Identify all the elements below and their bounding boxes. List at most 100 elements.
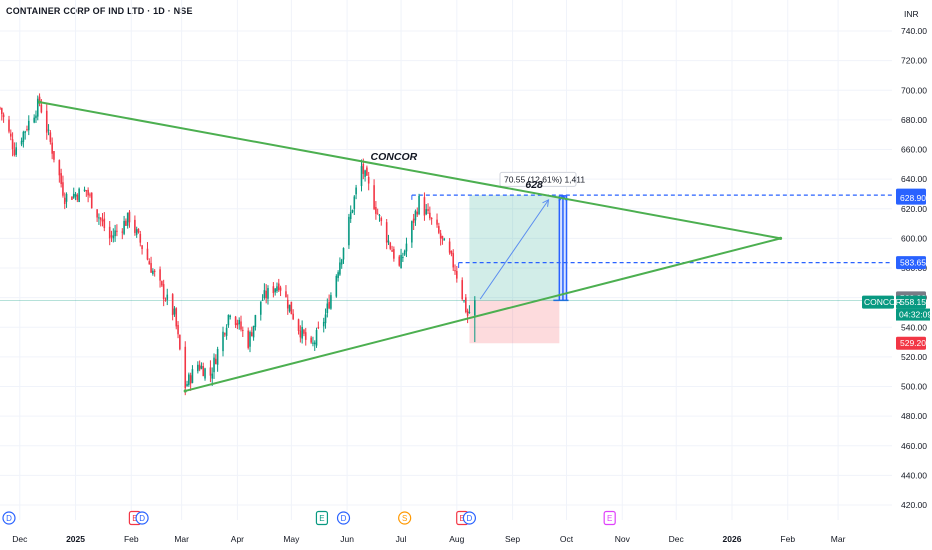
- drawings[interactable]: [37, 100, 783, 393]
- y-tick-label: 520.00: [901, 352, 927, 362]
- y-tick-label: 640.00: [901, 174, 927, 184]
- candle-body: [164, 299, 167, 301]
- event-marker-letter: D: [341, 514, 347, 523]
- candle-body: [153, 270, 156, 272]
- candle-body: [110, 235, 113, 237]
- candle-body: [121, 231, 124, 233]
- candle-body: [211, 373, 214, 379]
- lower-trendline[interactable]: [184, 237, 781, 392]
- candle-body: [288, 304, 291, 312]
- candle-body: [89, 194, 91, 196]
- candle-body: [418, 195, 420, 215]
- candle-body: [24, 131, 26, 133]
- candle-body: [416, 211, 419, 215]
- candle-body: [150, 263, 152, 273]
- candle-body: [227, 314, 230, 326]
- candle-body: [33, 117, 35, 123]
- candle-body: [429, 212, 431, 219]
- candle-body: [49, 132, 52, 142]
- event-marker-d[interactable]: [135, 511, 149, 525]
- y-tick-label: 500.00: [901, 382, 927, 392]
- candle-body: [20, 140, 23, 145]
- event-marker-e[interactable]: [603, 510, 616, 526]
- measure-label-box: [499, 171, 577, 187]
- candle-body: [123, 220, 125, 234]
- x-tick-label: Apr: [231, 534, 244, 544]
- x-tick-label: May: [283, 534, 300, 544]
- candle-body: [152, 270, 154, 274]
- candle-body: [71, 196, 73, 200]
- y-tick-label: 740.00: [901, 26, 927, 36]
- event-marker-e[interactable]: [315, 510, 329, 526]
- candle-body: [454, 270, 456, 272]
- candle-body: [385, 222, 388, 243]
- candle-body: [38, 96, 41, 104]
- candle-body: [317, 327, 320, 329]
- event-marker-s[interactable]: [398, 511, 412, 525]
- candle-body: [367, 176, 370, 184]
- candle-body: [330, 295, 332, 309]
- candle-body: [27, 120, 30, 131]
- candle-body: [324, 314, 327, 324]
- candle-body: [340, 259, 343, 265]
- countdown-badge: [896, 308, 930, 321]
- candle-body: [175, 308, 178, 327]
- candle-body: [159, 269, 161, 281]
- candle-body: [26, 129, 28, 131]
- candle-body: [303, 329, 305, 334]
- y-tick-label: 420.00: [901, 500, 927, 510]
- time-axis[interactable]: Dec 2025 Feb Mar Apr May Jun Jul Aug Sep Oct Nov Dec…: [12, 534, 845, 544]
- candle-body: [173, 308, 176, 315]
- candle-body: [423, 197, 426, 216]
- annotations: CONCOR 628: [371, 151, 544, 191]
- y-tick-label: 600.00: [901, 233, 927, 243]
- upper-trendline[interactable]: [39, 101, 781, 240]
- grid: [0, 0, 892, 520]
- candle-body: [177, 324, 179, 335]
- event-marker-d[interactable]: [2, 511, 16, 525]
- candle-body: [265, 290, 267, 299]
- price-badge: [896, 191, 926, 205]
- candle-body: [378, 214, 381, 216]
- candle-body: [2, 114, 5, 118]
- currency-label: INR: [904, 9, 919, 19]
- price-badge: [896, 256, 926, 270]
- event-marker-letter: D: [139, 514, 145, 523]
- y-tick-label: 720.00: [901, 56, 927, 66]
- candle-body: [436, 219, 438, 225]
- candlesticks: [0, 93, 476, 396]
- y-tick-label: 620.00: [901, 204, 927, 214]
- candle-body: [171, 294, 174, 316]
- candle-body: [47, 129, 50, 131]
- candle-body: [353, 196, 356, 210]
- candle-body: [45, 110, 48, 133]
- candle-body: [364, 170, 366, 177]
- candle-body: [53, 151, 55, 160]
- horizontal-levels[interactable]: [0, 194, 892, 301]
- candle-body: [348, 216, 350, 246]
- candle-body: [267, 288, 269, 299]
- candle-body: [101, 219, 104, 222]
- price-badge-label: 583.65: [900, 258, 926, 268]
- candle-body: [78, 188, 80, 203]
- trendline-anchor: [37, 100, 42, 104]
- candle-body: [0, 107, 1, 109]
- event-marker-d[interactable]: [336, 511, 351, 525]
- x-tick-label: 2026: [723, 534, 742, 544]
- candle-body: [297, 319, 300, 331]
- long-position-tool[interactable]: 70.55 (12.61%) 1,411: [469, 171, 585, 344]
- candle-body: [468, 311, 471, 313]
- candle-body: [184, 346, 187, 389]
- candle-body: [209, 367, 212, 376]
- candle-body: [202, 366, 205, 377]
- projection-arrowhead: [542, 198, 550, 207]
- event-marker-d[interactable]: [462, 511, 477, 525]
- candle-body: [139, 233, 142, 243]
- candle-body: [112, 235, 115, 239]
- projection-arrow[interactable]: [479, 199, 549, 300]
- candle-body: [15, 147, 17, 155]
- profit-zone[interactable]: [469, 195, 560, 301]
- price-badges: 629.20628.90583.65560.00558.15529.2004:3…: [862, 188, 932, 350]
